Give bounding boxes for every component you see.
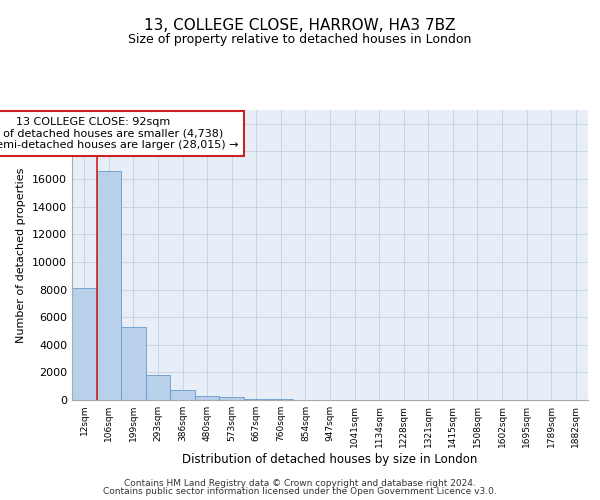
Bar [97, 171, 121, 400]
Bar [72, 288, 97, 400]
Text: 13, COLLEGE CLOSE, HARROW, HA3 7BZ: 13, COLLEGE CLOSE, HARROW, HA3 7BZ [144, 18, 456, 32]
Bar [220, 397, 244, 400]
Text: Contains HM Land Registry data © Crown copyright and database right 2024.: Contains HM Land Registry data © Crown c… [124, 478, 476, 488]
Bar [170, 390, 195, 400]
X-axis label: Distribution of detached houses by size in London: Distribution of detached houses by size … [182, 452, 478, 466]
Text: Contains public sector information licensed under the Open Government Licence v3: Contains public sector information licen… [103, 487, 497, 496]
Text: 13 COLLEGE CLOSE: 92sqm
← 14% of detached houses are smaller (4,738)
85% of semi: 13 COLLEGE CLOSE: 92sqm ← 14% of detache… [0, 117, 238, 150]
Bar [244, 398, 269, 400]
Bar [146, 375, 170, 400]
Text: Size of property relative to detached houses in London: Size of property relative to detached ho… [128, 32, 472, 46]
Bar [195, 396, 220, 400]
Y-axis label: Number of detached properties: Number of detached properties [16, 168, 26, 342]
Bar [121, 327, 146, 400]
